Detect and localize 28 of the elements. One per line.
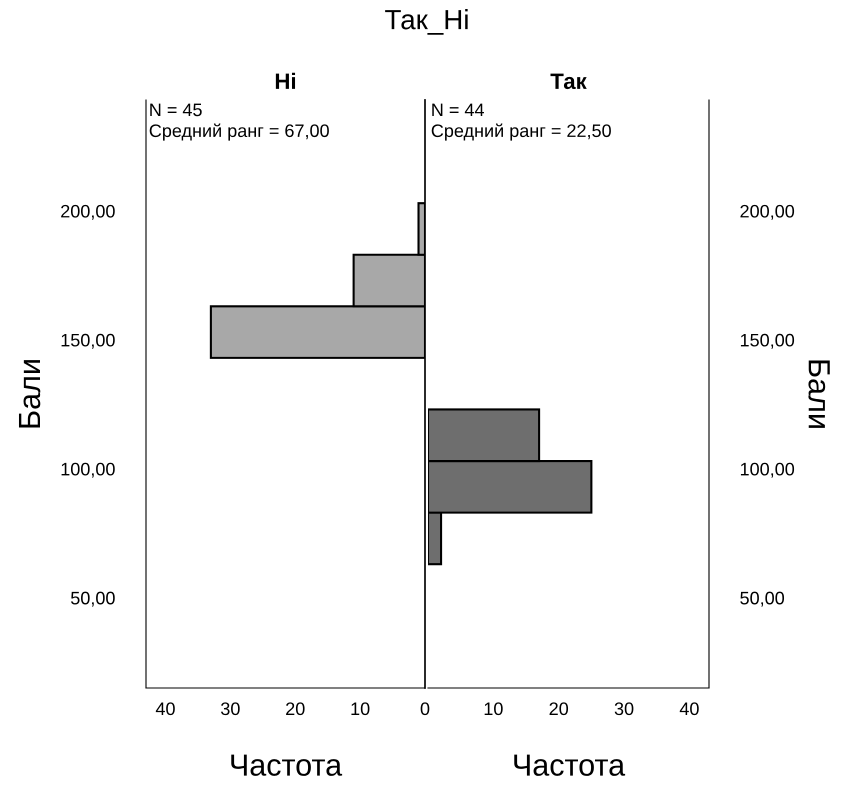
y-tick-label: 200,00 [740,204,794,220]
text: Так_Ні [385,9,468,35]
y-tick-label: 50,00 [70,592,115,607]
x-tick-label: 10 [351,702,370,716]
x-tick-label: 20 [286,702,305,716]
y-axis-title: Бали [808,360,830,428]
x-tick-label: 30 [220,702,240,716]
annotation: Средний ранг = 67,00 [150,124,329,141]
x-tick-label: 40 [156,702,175,716]
chart-title: Ні [276,72,296,89]
y-axis-title: Бали [18,360,40,428]
x-tick-label: 40 [680,702,699,716]
y-tick-label: 200,00 [61,204,115,220]
y-tick-label: 100,00 [740,462,794,478]
y-tick-label: 100,00 [62,462,115,478]
x-tick-label: 10 [484,702,503,716]
annotation: N = 44 [432,104,484,116]
x-axis-title: Частота [231,754,342,776]
x-axis-title: Частота [514,754,626,776]
x-tick-label: 30 [614,702,634,716]
x-tick-label: 20 [550,702,568,716]
y-tick-label: 150,00 [740,334,794,349]
annotation: Средний ранг = 22,50 [432,124,611,141]
y-tick-label: 50,00 [740,592,784,607]
x-tick-label: 0 [420,702,430,716]
y-tick-label: 150,00 [62,334,115,349]
chart-title: Так [550,74,587,90]
annotation: N = 45 [150,104,202,116]
